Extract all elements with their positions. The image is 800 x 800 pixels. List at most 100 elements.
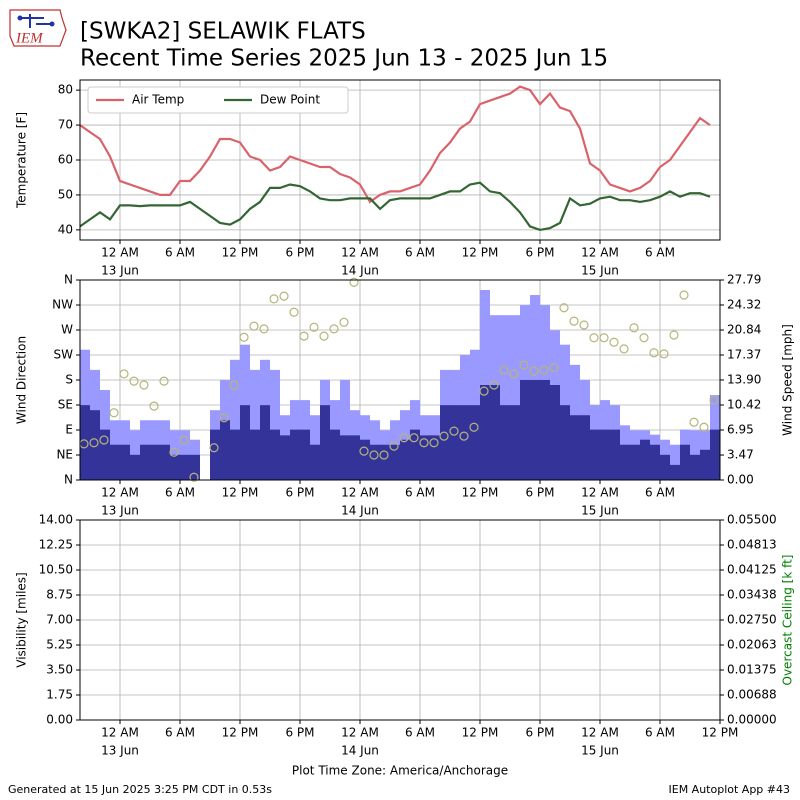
x-tick-label: 6 AM	[645, 486, 675, 500]
bar	[640, 439, 650, 480]
y2-tick-label: 0.04125	[727, 563, 777, 577]
point	[129, 376, 139, 386]
logo-lines	[20, 14, 52, 28]
bar	[330, 429, 340, 480]
y-axis-label: Wind Direction	[15, 336, 29, 424]
bar	[550, 385, 560, 480]
line-series	[79, 85, 711, 204]
bar	[360, 439, 370, 480]
logo-text: IEM	[15, 30, 44, 46]
legend-label: Air Temp	[132, 93, 184, 107]
y2-tick-label: 3.47	[727, 448, 754, 462]
y2-tick-label: 0.03438	[727, 588, 777, 602]
point	[469, 422, 479, 432]
x-tick-label: 12 AM	[341, 486, 379, 500]
x-tick-label: 6 PM	[525, 726, 554, 740]
point	[629, 323, 639, 333]
bar	[210, 429, 220, 480]
y-tick-label: SE	[58, 398, 73, 412]
point	[599, 333, 609, 343]
bar	[520, 379, 530, 480]
point	[149, 401, 159, 411]
y2-tick-label: 6.95	[727, 422, 754, 436]
y-tick-label: 10.50	[39, 563, 73, 577]
x-tick-label: 6 AM	[405, 486, 435, 500]
bar	[490, 385, 500, 480]
point	[239, 332, 249, 342]
bar	[670, 464, 680, 480]
point	[219, 413, 229, 423]
x-tick-label: 6 AM	[165, 726, 195, 740]
point	[249, 321, 259, 331]
x-tick-sublabel: 15 Jun	[581, 744, 619, 758]
x-tick-label: 6 AM	[165, 246, 195, 260]
point	[649, 348, 659, 358]
y-tick-label: N	[64, 473, 73, 487]
y2-tick-label: 27.79	[727, 273, 761, 287]
point	[99, 435, 109, 445]
point	[539, 365, 549, 375]
logo-dot	[49, 21, 55, 27]
point	[679, 290, 689, 300]
point	[609, 337, 619, 347]
point	[509, 369, 519, 379]
bar	[130, 454, 140, 480]
x-tick-label: 12 AM	[101, 486, 139, 500]
x-tick-label: 6 AM	[165, 486, 195, 500]
y2-tick-label: 20.84	[727, 323, 761, 337]
y-tick-label: 50	[58, 187, 73, 201]
x-tick-label: 12 PM	[462, 726, 499, 740]
plot-frame	[79, 279, 721, 481]
point	[109, 408, 119, 418]
point	[329, 324, 339, 334]
x-tick-sublabel: 14 Jun	[341, 264, 379, 278]
x-tick-label: 6 AM	[405, 726, 435, 740]
bar	[530, 379, 540, 480]
plot-frame	[79, 79, 721, 241]
y-tick-label: NW	[52, 298, 73, 312]
y-tick-label: 14.00	[39, 513, 73, 527]
y2-tick-label: 0.05500	[727, 513, 777, 527]
point	[409, 433, 419, 443]
bar	[690, 454, 700, 480]
x-tick-label: 6 AM	[405, 246, 435, 260]
y2-tick-label: 0.00000	[727, 713, 777, 727]
x-tick-label: 6 PM	[285, 246, 314, 260]
logo: IEM	[9, 9, 67, 47]
x-tick-label: 12 PM	[702, 726, 739, 740]
bar	[440, 405, 450, 480]
point	[359, 446, 369, 456]
bar	[100, 429, 110, 480]
bar	[620, 444, 630, 480]
point	[549, 363, 559, 373]
point	[699, 422, 709, 432]
bar	[670, 444, 680, 480]
y-tick-label: 1.75	[46, 688, 73, 702]
x-tick-label: 6 AM	[645, 726, 675, 740]
legend-label: Dew Point	[260, 93, 320, 107]
y-tick-label: 0.00	[46, 713, 73, 727]
bar	[270, 429, 280, 480]
point	[349, 277, 359, 287]
y-tick-label: 7.00	[46, 613, 73, 627]
y-tick-label: N	[64, 273, 73, 287]
point	[89, 438, 99, 448]
point	[399, 433, 409, 443]
bar	[600, 429, 610, 480]
bar	[170, 454, 180, 480]
x-tick-sublabel: 14 Jun	[341, 744, 379, 758]
y-tick-label: W	[61, 323, 73, 337]
point	[289, 307, 299, 317]
point	[139, 380, 149, 390]
point	[369, 450, 379, 460]
bar	[410, 429, 420, 480]
point	[259, 324, 269, 334]
bar	[90, 410, 100, 480]
bar	[80, 405, 90, 480]
x-tick-label: 12 AM	[341, 246, 379, 260]
point	[279, 291, 289, 301]
y-axis-label: Visibility [miles]	[15, 572, 29, 667]
bar	[460, 405, 470, 480]
point	[589, 333, 599, 343]
